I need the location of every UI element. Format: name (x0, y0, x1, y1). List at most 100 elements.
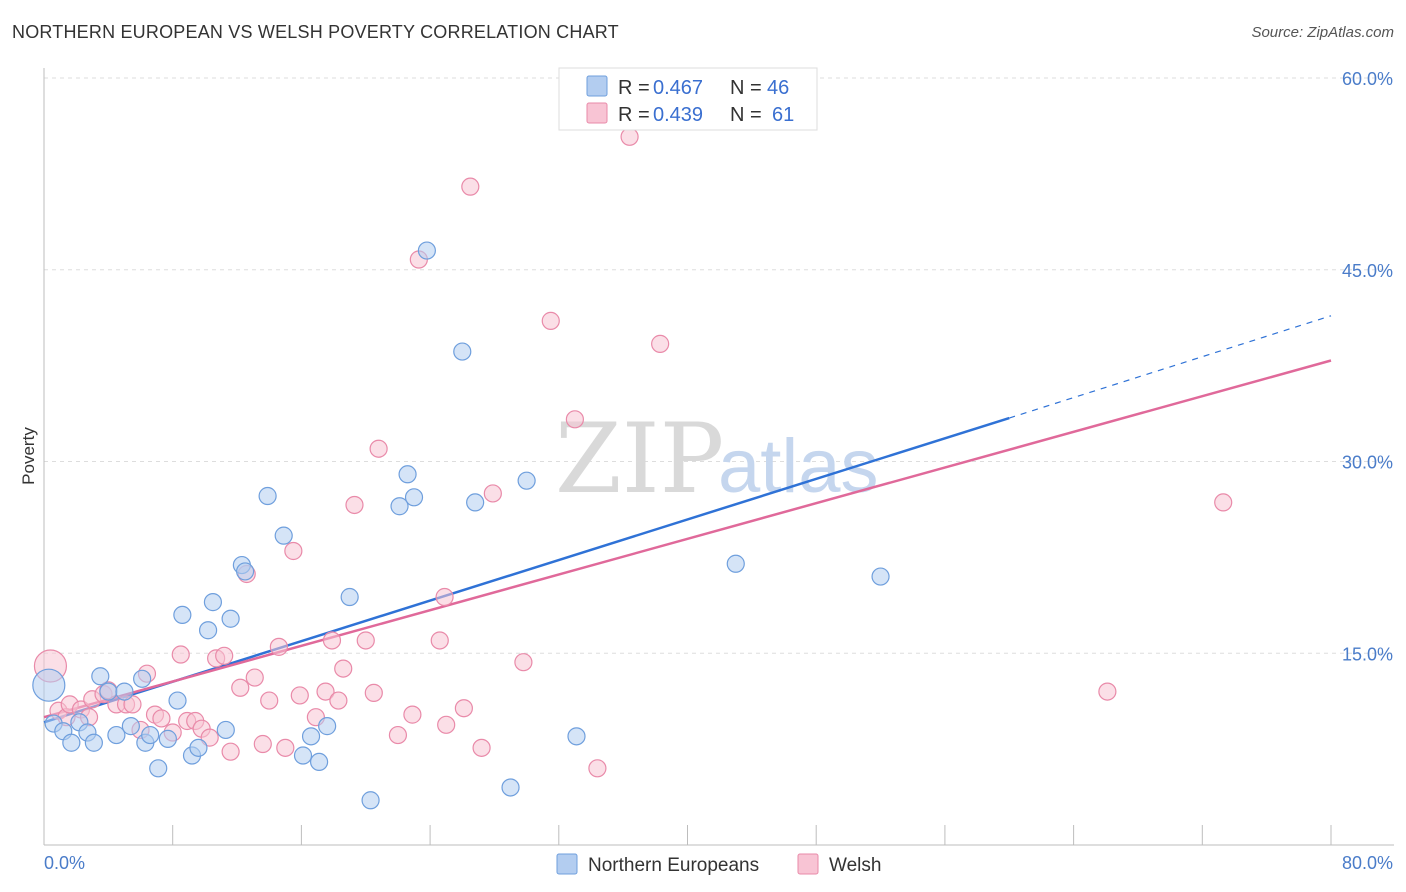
y-tick-label-3: 60.0% (1342, 69, 1393, 89)
legend-swatch-pink (586, 102, 608, 124)
legend-n-value-pink: 61 (772, 104, 794, 126)
northern-europeans-point-23 (216, 720, 235, 740)
bottom-legend-label-pink: Welsh (829, 855, 881, 876)
welsh-point-42 (369, 439, 388, 458)
northern-europeans-point-30 (301, 727, 321, 746)
welsh-point-31 (276, 738, 295, 757)
welsh-point-32 (284, 541, 303, 561)
legend-n-label-blue: N = (730, 77, 762, 99)
welsh-point-27 (245, 668, 264, 687)
legend-swatch-blue (586, 75, 608, 97)
bottom-legend: Northern Europeans Welsh (556, 853, 881, 876)
welsh-point-51 (472, 738, 491, 757)
y-tick-label-2: 45.0% (1342, 261, 1393, 281)
y-tick-labels: 15.0% 30.0% 45.0% 60.0% (1342, 69, 1393, 664)
northern-europeans-point-10 (115, 682, 134, 701)
northern-europeans-trend-extension (1009, 315, 1332, 419)
welsh-point-57 (620, 127, 639, 146)
welsh-point-44 (403, 705, 422, 724)
legend: R = 0.467 N = 46 R = 0.439 N = 61 (558, 67, 818, 131)
northern-europeans-point-38 (417, 241, 436, 260)
northern-europeans-point-0 (32, 668, 66, 702)
welsh-point-54 (541, 311, 560, 330)
welsh-point-25 (231, 678, 250, 697)
axes (43, 68, 1394, 846)
welsh-point-46 (430, 631, 449, 650)
x-tick-labels: 0.0% 80.0% (44, 853, 1393, 873)
welsh-point-49 (454, 699, 473, 718)
welsh-point-11 (123, 695, 142, 714)
northern-europeans-point-41 (501, 778, 520, 797)
source-label: Source: ZipAtlas.com (1251, 24, 1394, 41)
welsh-point-33 (290, 686, 309, 705)
northern-europeans-point-14 (141, 725, 160, 745)
welsh-point-59 (1098, 682, 1117, 701)
welsh-point-23 (215, 646, 234, 665)
welsh-point-35 (316, 682, 335, 701)
northern-europeans-point-21 (198, 621, 218, 640)
welsh-point-40 (356, 631, 375, 650)
welsh-point-56 (588, 759, 607, 778)
northern-europeans-point-26 (235, 562, 255, 581)
northern-europeans-point-34 (361, 791, 380, 810)
welsh-point-48 (437, 715, 456, 734)
welsh-point-52 (483, 484, 502, 503)
welsh-point-41 (364, 683, 383, 702)
northern-europeans-point-40 (466, 493, 485, 512)
northern-europeans-point-7 (91, 667, 110, 686)
bottom-legend-swatch-blue (556, 853, 578, 875)
welsh-point-58 (651, 334, 670, 353)
welsh-point-43 (388, 725, 408, 745)
northern-europeans-point-9 (107, 725, 126, 745)
y-tick-label-0: 15.0% (1342, 644, 1393, 664)
northern-europeans-point-17 (168, 691, 187, 710)
northern-europeans-point-16 (158, 729, 177, 748)
northern-europeans-point-45 (871, 567, 890, 586)
northern-europeans-point-27 (258, 486, 277, 506)
northern-europeans-point-42 (517, 471, 536, 490)
northern-europeans-point-20 (189, 738, 208, 757)
northern-europeans-point-8 (99, 682, 118, 701)
y-tick-label-1: 30.0% (1342, 453, 1393, 473)
welsh-point-21 (200, 728, 219, 747)
northern-europeans-point-22 (203, 593, 223, 612)
northern-europeans-point-37 (404, 488, 424, 507)
northern-europeans-point-35 (390, 497, 409, 516)
northern-europeans-point-24 (221, 609, 240, 628)
chart-title: NORTHERN EUROPEAN VS WELSH POVERTY CORRE… (12, 22, 619, 42)
northern-europeans-point-36 (398, 465, 417, 484)
welsh-trend-line (43, 359, 1332, 719)
legend-r-label-blue: R = (618, 77, 650, 99)
x-tick-label-1: 80.0% (1342, 853, 1393, 873)
welsh-point-17 (171, 645, 190, 664)
northern-europeans-point-43 (567, 727, 586, 746)
welsh-point-55 (565, 410, 584, 429)
bottom-legend-swatch-pink (797, 853, 819, 875)
y-axis-title: Poverty (19, 427, 38, 485)
legend-n-value-blue: 46 (767, 77, 789, 99)
trend-lines (43, 315, 1332, 724)
northern-europeans-point-15 (149, 759, 168, 778)
northern-europeans-point-29 (293, 746, 313, 765)
northern-europeans-point-31 (309, 752, 329, 772)
x-tick-label-0: 0.0% (44, 853, 85, 873)
data-points (32, 127, 1233, 810)
northern-europeans-point-44 (726, 554, 745, 573)
welsh-point-29 (260, 691, 279, 710)
northern-europeans-point-18 (173, 605, 192, 625)
northern-europeans-point-6 (84, 733, 103, 752)
welsh-point-38 (334, 659, 353, 678)
welsh-point-39 (345, 495, 364, 515)
legend-r-value-pink: 0.439 (653, 104, 703, 126)
legend-r-value-blue: 0.467 (653, 77, 703, 99)
northern-europeans-point-28 (274, 526, 293, 545)
welsh-point-50 (461, 177, 480, 196)
legend-n-label-pink: N = (730, 104, 762, 126)
northern-europeans-point-39 (453, 342, 472, 361)
legend-r-label-pink: R = (618, 104, 650, 126)
welsh-point-36 (322, 631, 342, 650)
welsh-point-15 (152, 709, 171, 728)
northern-europeans-point-11 (121, 717, 140, 736)
northern-europeans-point-3 (62, 733, 81, 752)
